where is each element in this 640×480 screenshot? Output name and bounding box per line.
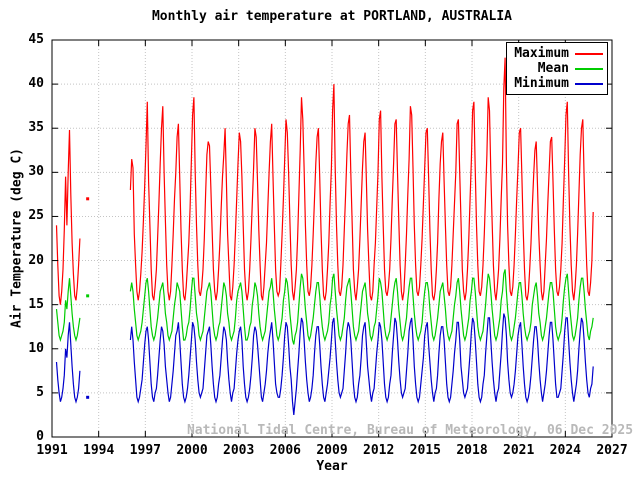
watermark: National Tidal Centre, Bureau of Meteoro… xyxy=(186,423,634,438)
y-tick-label: 10 xyxy=(28,340,44,356)
y-tick-label: 35 xyxy=(28,120,44,136)
legend-label-maximum: Maximum xyxy=(514,46,569,61)
x-tick-label: 2000 xyxy=(176,443,208,458)
x-tick-label: 2009 xyxy=(316,443,348,458)
x-tick-label: 1997 xyxy=(129,443,161,458)
y-tick-label: 15 xyxy=(28,296,44,312)
x-tick-label: 2021 xyxy=(503,443,535,458)
x-tick-label: 2012 xyxy=(363,443,395,458)
y-tick-label: 0 xyxy=(36,429,44,444)
x-tick-label: 2006 xyxy=(269,443,301,458)
x-tick-label: 2027 xyxy=(596,443,628,458)
x-tick-label: 1994 xyxy=(83,443,115,458)
legend-entry-minimum: Minimum xyxy=(511,76,603,91)
x-tick-label: 2003 xyxy=(223,443,255,458)
x-tick-label: 2015 xyxy=(409,443,441,458)
y-tick-label: 20 xyxy=(28,252,44,268)
legend-entry-mean: Mean xyxy=(511,61,603,76)
y-tick-label: 25 xyxy=(28,208,44,224)
x-axis-label: Year xyxy=(316,459,348,474)
legend: Maximum Mean Minimum xyxy=(506,42,608,95)
y-tick-label: 30 xyxy=(28,164,44,180)
legend-line-maximum-icon xyxy=(575,52,603,55)
y-tick-label: 40 xyxy=(28,76,44,92)
legend-entry-maximum: Maximum xyxy=(511,46,603,61)
x-tick-label: 1991 xyxy=(36,443,68,458)
x-tick-label: 2024 xyxy=(549,443,581,458)
x-tick-label: 2018 xyxy=(456,443,488,458)
legend-label-minimum: Minimum xyxy=(514,76,569,91)
y-tick-label: 5 xyxy=(36,384,44,400)
chart-title: Monthly air temperature at PORTLAND, AUS… xyxy=(151,9,513,24)
legend-label-mean: Mean xyxy=(537,61,569,76)
legend-line-mean-icon xyxy=(575,67,603,70)
legend-line-minimum-icon xyxy=(575,82,603,85)
y-tick-label: 45 xyxy=(28,32,44,47)
